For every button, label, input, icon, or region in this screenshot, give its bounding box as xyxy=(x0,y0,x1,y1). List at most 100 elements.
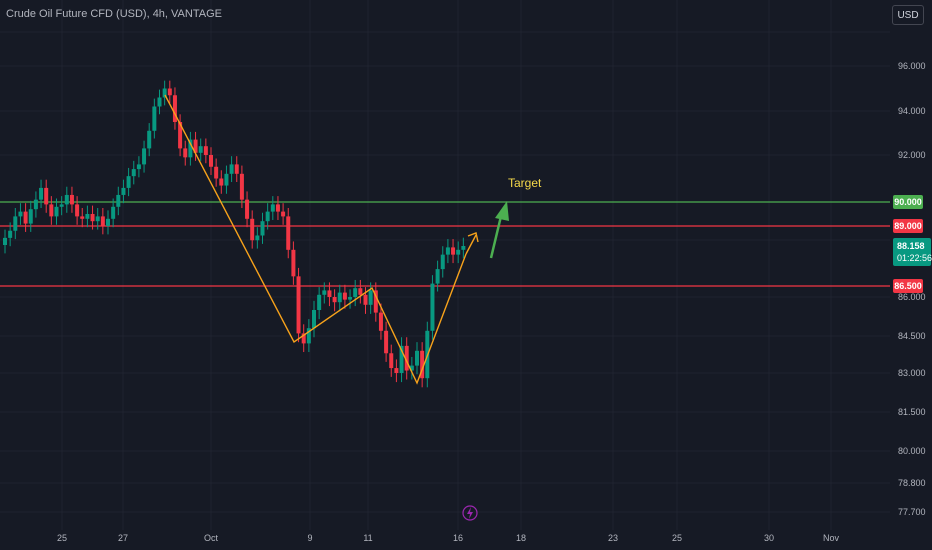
candle-body xyxy=(327,290,332,297)
price-tick-label: 96.000 xyxy=(898,61,926,71)
candle-body xyxy=(420,350,425,379)
candle-body xyxy=(188,139,193,158)
candle-body xyxy=(13,216,18,231)
level-tag-text: 90.000 xyxy=(894,197,922,207)
candle-body xyxy=(136,164,141,170)
candle-body xyxy=(178,122,183,149)
time-axis: 25 27 Oct 9 11 16 18 23 25 30 Nov xyxy=(57,533,840,543)
lightning-icon xyxy=(462,505,478,521)
price-tags: 90.000 89.000 86.500 88.158 01:22:56 xyxy=(462,195,932,521)
candle-body xyxy=(167,88,172,96)
candle-body xyxy=(3,237,7,246)
price-tick-label: 86.000 xyxy=(898,292,926,302)
candle-body xyxy=(456,249,461,255)
price-tick-label: 84.500 xyxy=(898,331,926,341)
candle-body xyxy=(245,199,250,219)
candle-body xyxy=(80,216,85,219)
time-tick-label: Nov xyxy=(823,533,840,543)
time-tick-label: 11 xyxy=(363,533,372,543)
candle-body xyxy=(430,283,435,331)
candle-body xyxy=(255,235,260,241)
price-axis: 96.000 94.000 92.000 86.000 84.500 83.000 81.5… xyxy=(898,61,926,517)
candle-body xyxy=(198,146,203,153)
candle-body xyxy=(275,204,280,212)
candle-body xyxy=(306,328,311,344)
candle-body xyxy=(322,290,327,295)
candle-body xyxy=(157,97,162,107)
candle-body xyxy=(147,130,152,149)
candle-body xyxy=(85,214,90,219)
candle-body xyxy=(337,292,342,303)
candle-body xyxy=(183,148,188,158)
currency-button[interactable]: USD xyxy=(892,5,924,25)
candle-body xyxy=(373,290,378,313)
price-tick-label: 92.000 xyxy=(898,150,926,160)
candle-body xyxy=(265,211,270,222)
candle-body xyxy=(209,155,213,167)
candle-body xyxy=(59,204,64,207)
candle-body xyxy=(152,106,157,131)
candle-body xyxy=(111,206,116,219)
price-tick-label: 77.700 xyxy=(898,507,926,517)
candle-body xyxy=(348,297,353,300)
time-tick-label: 27 xyxy=(118,533,128,543)
time-tick-label: 9 xyxy=(307,533,312,543)
candlesticks xyxy=(3,80,466,388)
candle-body xyxy=(162,88,167,98)
candle-body xyxy=(69,194,74,205)
candle-body xyxy=(18,211,23,217)
candle-body xyxy=(121,187,126,195)
candle-body xyxy=(250,218,255,241)
level-tag-text: 89.000 xyxy=(894,221,922,231)
candle-body xyxy=(384,330,389,354)
price-tick-label: 80.000 xyxy=(898,446,926,456)
candle-body xyxy=(49,204,54,217)
candle-body xyxy=(358,288,363,295)
candle-body xyxy=(342,292,347,300)
candle-body xyxy=(8,230,13,238)
level-tag-86.500 xyxy=(893,279,923,293)
chart-grid xyxy=(0,0,890,530)
time-tick-label: Oct xyxy=(204,533,219,543)
candle-body xyxy=(399,345,404,373)
candle-body xyxy=(404,345,409,371)
candle-body xyxy=(409,365,414,371)
candle-body xyxy=(193,139,198,153)
candle-body xyxy=(291,249,296,277)
pattern-arrow-head xyxy=(467,232,479,243)
candle-body xyxy=(296,276,301,334)
level-tag-89.000 xyxy=(893,219,923,233)
candle-body xyxy=(54,206,59,217)
time-tick-label: 23 xyxy=(608,533,618,543)
time-tick-label: 30 xyxy=(764,533,774,543)
candle-body xyxy=(64,194,69,205)
price-tick-label: 81.500 xyxy=(898,407,926,417)
candle-body xyxy=(75,204,80,217)
horizontal-levels xyxy=(0,201,890,287)
candle-body xyxy=(131,169,136,177)
candle-body xyxy=(33,199,38,210)
candle-body xyxy=(260,221,265,236)
zigzag-pattern xyxy=(164,94,467,385)
current-price-tag xyxy=(893,238,931,266)
candle-body xyxy=(451,247,456,255)
candle-body xyxy=(214,166,219,179)
candle-body xyxy=(90,214,95,222)
pattern-lines: Target xyxy=(164,94,542,385)
candle-body xyxy=(353,288,358,297)
candle-body xyxy=(126,176,131,188)
target-arrow-shaft xyxy=(489,211,504,259)
candle-body xyxy=(440,254,445,270)
candle-body xyxy=(239,173,244,200)
candle-body xyxy=(229,164,234,174)
countdown-text: 01:22:56 xyxy=(897,253,932,263)
candle-body xyxy=(142,148,147,165)
price-tick-label: 78.800 xyxy=(898,478,926,488)
candle-body xyxy=(461,246,466,250)
target-arrow-head xyxy=(495,201,509,221)
candle-body xyxy=(44,187,49,205)
chart-title: Crude Oil Future CFD (USD), 4h, VANTAGE xyxy=(6,8,222,20)
price-tick-label: 94.000 xyxy=(898,106,926,116)
candle-body xyxy=(445,247,450,255)
